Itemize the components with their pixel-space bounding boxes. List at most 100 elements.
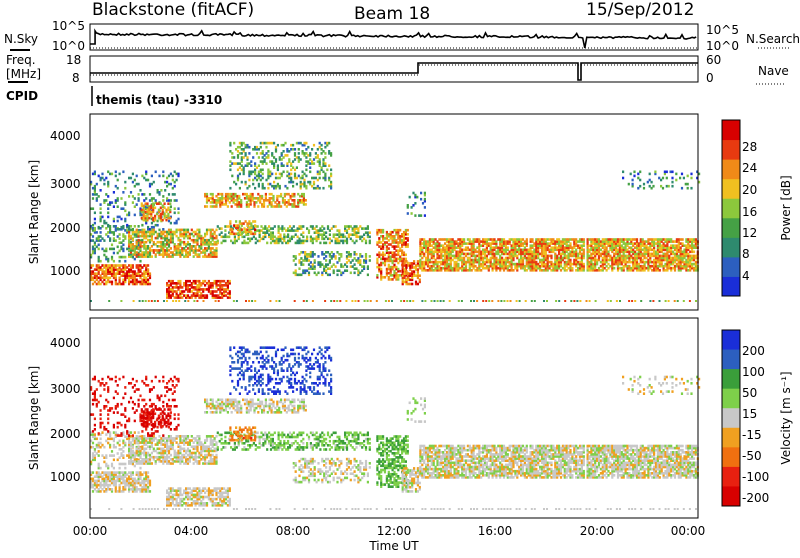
power-point bbox=[262, 231, 264, 234]
power-point bbox=[258, 171, 260, 174]
power-point bbox=[679, 177, 681, 180]
power-point bbox=[138, 183, 140, 186]
power-point bbox=[294, 152, 296, 155]
power-point bbox=[235, 183, 237, 186]
power-point bbox=[230, 240, 232, 243]
power-point bbox=[598, 238, 600, 241]
power-point bbox=[314, 227, 316, 230]
power-ytick-1000: 1000 bbox=[50, 264, 81, 278]
power-point bbox=[149, 228, 151, 231]
power-point bbox=[206, 294, 208, 297]
power-point bbox=[267, 199, 269, 202]
power-point bbox=[210, 197, 212, 200]
power-point bbox=[355, 267, 357, 270]
power-point bbox=[101, 173, 103, 176]
power-point bbox=[325, 251, 327, 254]
power-point bbox=[633, 171, 635, 174]
power-point bbox=[370, 300, 372, 302]
power-point bbox=[115, 264, 117, 267]
power-point bbox=[288, 181, 290, 184]
power-point bbox=[267, 205, 269, 208]
power-point bbox=[224, 229, 226, 232]
power-point bbox=[560, 240, 562, 243]
power-point bbox=[348, 259, 350, 262]
power-point bbox=[382, 243, 384, 246]
power-point bbox=[495, 257, 497, 260]
power-point bbox=[431, 238, 433, 241]
power-point bbox=[296, 166, 298, 169]
power-point bbox=[174, 222, 176, 225]
power-point bbox=[564, 238, 566, 241]
power-point bbox=[674, 265, 676, 268]
power-point bbox=[117, 187, 119, 190]
power-point bbox=[339, 300, 341, 302]
power-point bbox=[130, 191, 132, 194]
power-point bbox=[283, 171, 285, 174]
power-point bbox=[239, 162, 241, 165]
power-cbar-tick-8: 8 bbox=[742, 247, 750, 261]
power-point bbox=[248, 203, 250, 206]
power-point bbox=[111, 173, 113, 176]
power-point bbox=[264, 231, 266, 234]
power-point bbox=[690, 173, 692, 176]
power-point bbox=[549, 249, 551, 252]
power-point bbox=[246, 156, 248, 159]
power-point bbox=[257, 193, 259, 196]
power-point bbox=[328, 150, 330, 153]
power-point bbox=[128, 177, 130, 180]
power-point bbox=[328, 164, 330, 167]
power-point bbox=[306, 236, 308, 239]
power-point bbox=[252, 233, 254, 236]
power-point bbox=[243, 142, 245, 145]
power-point bbox=[136, 255, 138, 258]
power-point bbox=[100, 189, 102, 192]
power-point bbox=[258, 148, 260, 151]
power-point bbox=[295, 255, 297, 258]
power-point bbox=[409, 300, 411, 302]
power-point bbox=[266, 227, 268, 230]
power-point bbox=[365, 253, 367, 256]
power-point bbox=[454, 261, 456, 264]
power-point bbox=[165, 219, 167, 222]
power-point bbox=[183, 255, 185, 258]
power-point bbox=[113, 191, 115, 194]
power-point bbox=[555, 300, 557, 302]
power-point bbox=[682, 265, 684, 268]
power-point bbox=[305, 175, 307, 178]
power-point bbox=[138, 225, 140, 228]
velocity-point bbox=[103, 490, 105, 493]
power-point bbox=[315, 156, 317, 159]
power-point bbox=[181, 229, 183, 232]
power-point bbox=[414, 194, 416, 197]
power-point bbox=[446, 244, 448, 247]
power-point bbox=[94, 212, 96, 215]
power-point bbox=[637, 173, 639, 176]
power-point bbox=[130, 264, 132, 267]
power-point bbox=[221, 193, 223, 196]
power-point bbox=[279, 177, 281, 180]
power-point bbox=[262, 169, 264, 172]
power-point bbox=[424, 198, 426, 201]
power-point bbox=[100, 207, 102, 210]
power-point bbox=[241, 152, 243, 155]
power-point bbox=[139, 300, 141, 302]
power-point bbox=[361, 240, 363, 243]
power-point bbox=[124, 218, 126, 221]
power-point bbox=[122, 207, 124, 210]
power-point bbox=[248, 152, 250, 155]
power-point bbox=[474, 249, 476, 252]
power-point bbox=[212, 282, 214, 285]
power-point bbox=[130, 281, 132, 284]
power-point bbox=[552, 238, 554, 241]
power-point bbox=[157, 245, 159, 248]
power-point bbox=[126, 266, 128, 269]
power-point bbox=[695, 300, 697, 302]
power-point bbox=[245, 242, 247, 245]
power-point bbox=[203, 300, 205, 302]
power-point bbox=[376, 258, 378, 261]
power-point bbox=[241, 148, 243, 151]
power-point bbox=[153, 197, 155, 200]
power-point bbox=[113, 205, 115, 208]
power-point bbox=[101, 281, 103, 284]
power-point bbox=[651, 265, 653, 268]
